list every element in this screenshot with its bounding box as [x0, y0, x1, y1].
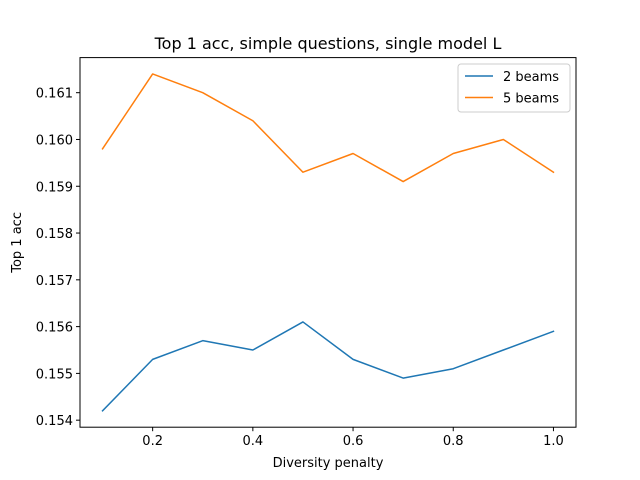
chart-title: Top 1 acc, simple questions, single mode… — [154, 34, 502, 53]
x-tick-label: 0.2 — [142, 434, 163, 449]
x-tick-label: 0.4 — [243, 434, 264, 449]
legend-label: 5 beams — [503, 92, 559, 107]
y-tick-label: 0.161 — [36, 87, 73, 102]
y-tick-label: 0.159 — [36, 180, 73, 195]
y-tick-label: 0.158 — [36, 227, 73, 242]
legend-label: 2 beams — [503, 70, 559, 85]
x-axis-ticks: 0.2 0.4 0.6 0.8 1.0 — [142, 427, 564, 449]
legend: 2 beams 5 beams — [457, 63, 571, 113]
series-line-5-beams — [101, 73, 555, 183]
x-tick-label: 1.0 — [543, 434, 564, 449]
y-tick-label: 0.160 — [36, 133, 73, 148]
y-axis-ticks: 0.154 0.155 0.156 0.157 0.158 0.159 0.160 0.161 — [36, 87, 80, 429]
y-tick-label: 0.154 — [36, 414, 73, 429]
axes-frame — [79, 57, 577, 428]
plot-area: 0.2 0.4 0.6 0.8 1.0 0.1540.1550.1560.1570.15… — [36, 57, 577, 449]
y-axis-label: Top 1 acc — [10, 212, 25, 274]
series-line-2-beams — [101, 321, 555, 412]
y-tick-label: 0.157 — [36, 274, 73, 289]
series-layer — [101, 73, 555, 412]
x-tick-label: 0.6 — [343, 434, 364, 449]
y-tick-label: 0.155 — [36, 367, 73, 382]
x-axis-label: Diversity penalty — [273, 456, 384, 471]
y-tick-label: 0.156 — [36, 321, 73, 336]
x-tick-label: 0.8 — [443, 434, 464, 449]
